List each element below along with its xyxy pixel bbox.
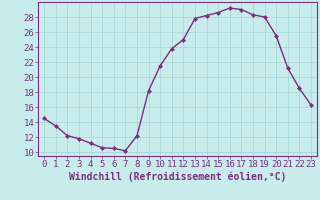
X-axis label: Windchill (Refroidissement éolien,°C): Windchill (Refroidissement éolien,°C) <box>69 172 286 182</box>
